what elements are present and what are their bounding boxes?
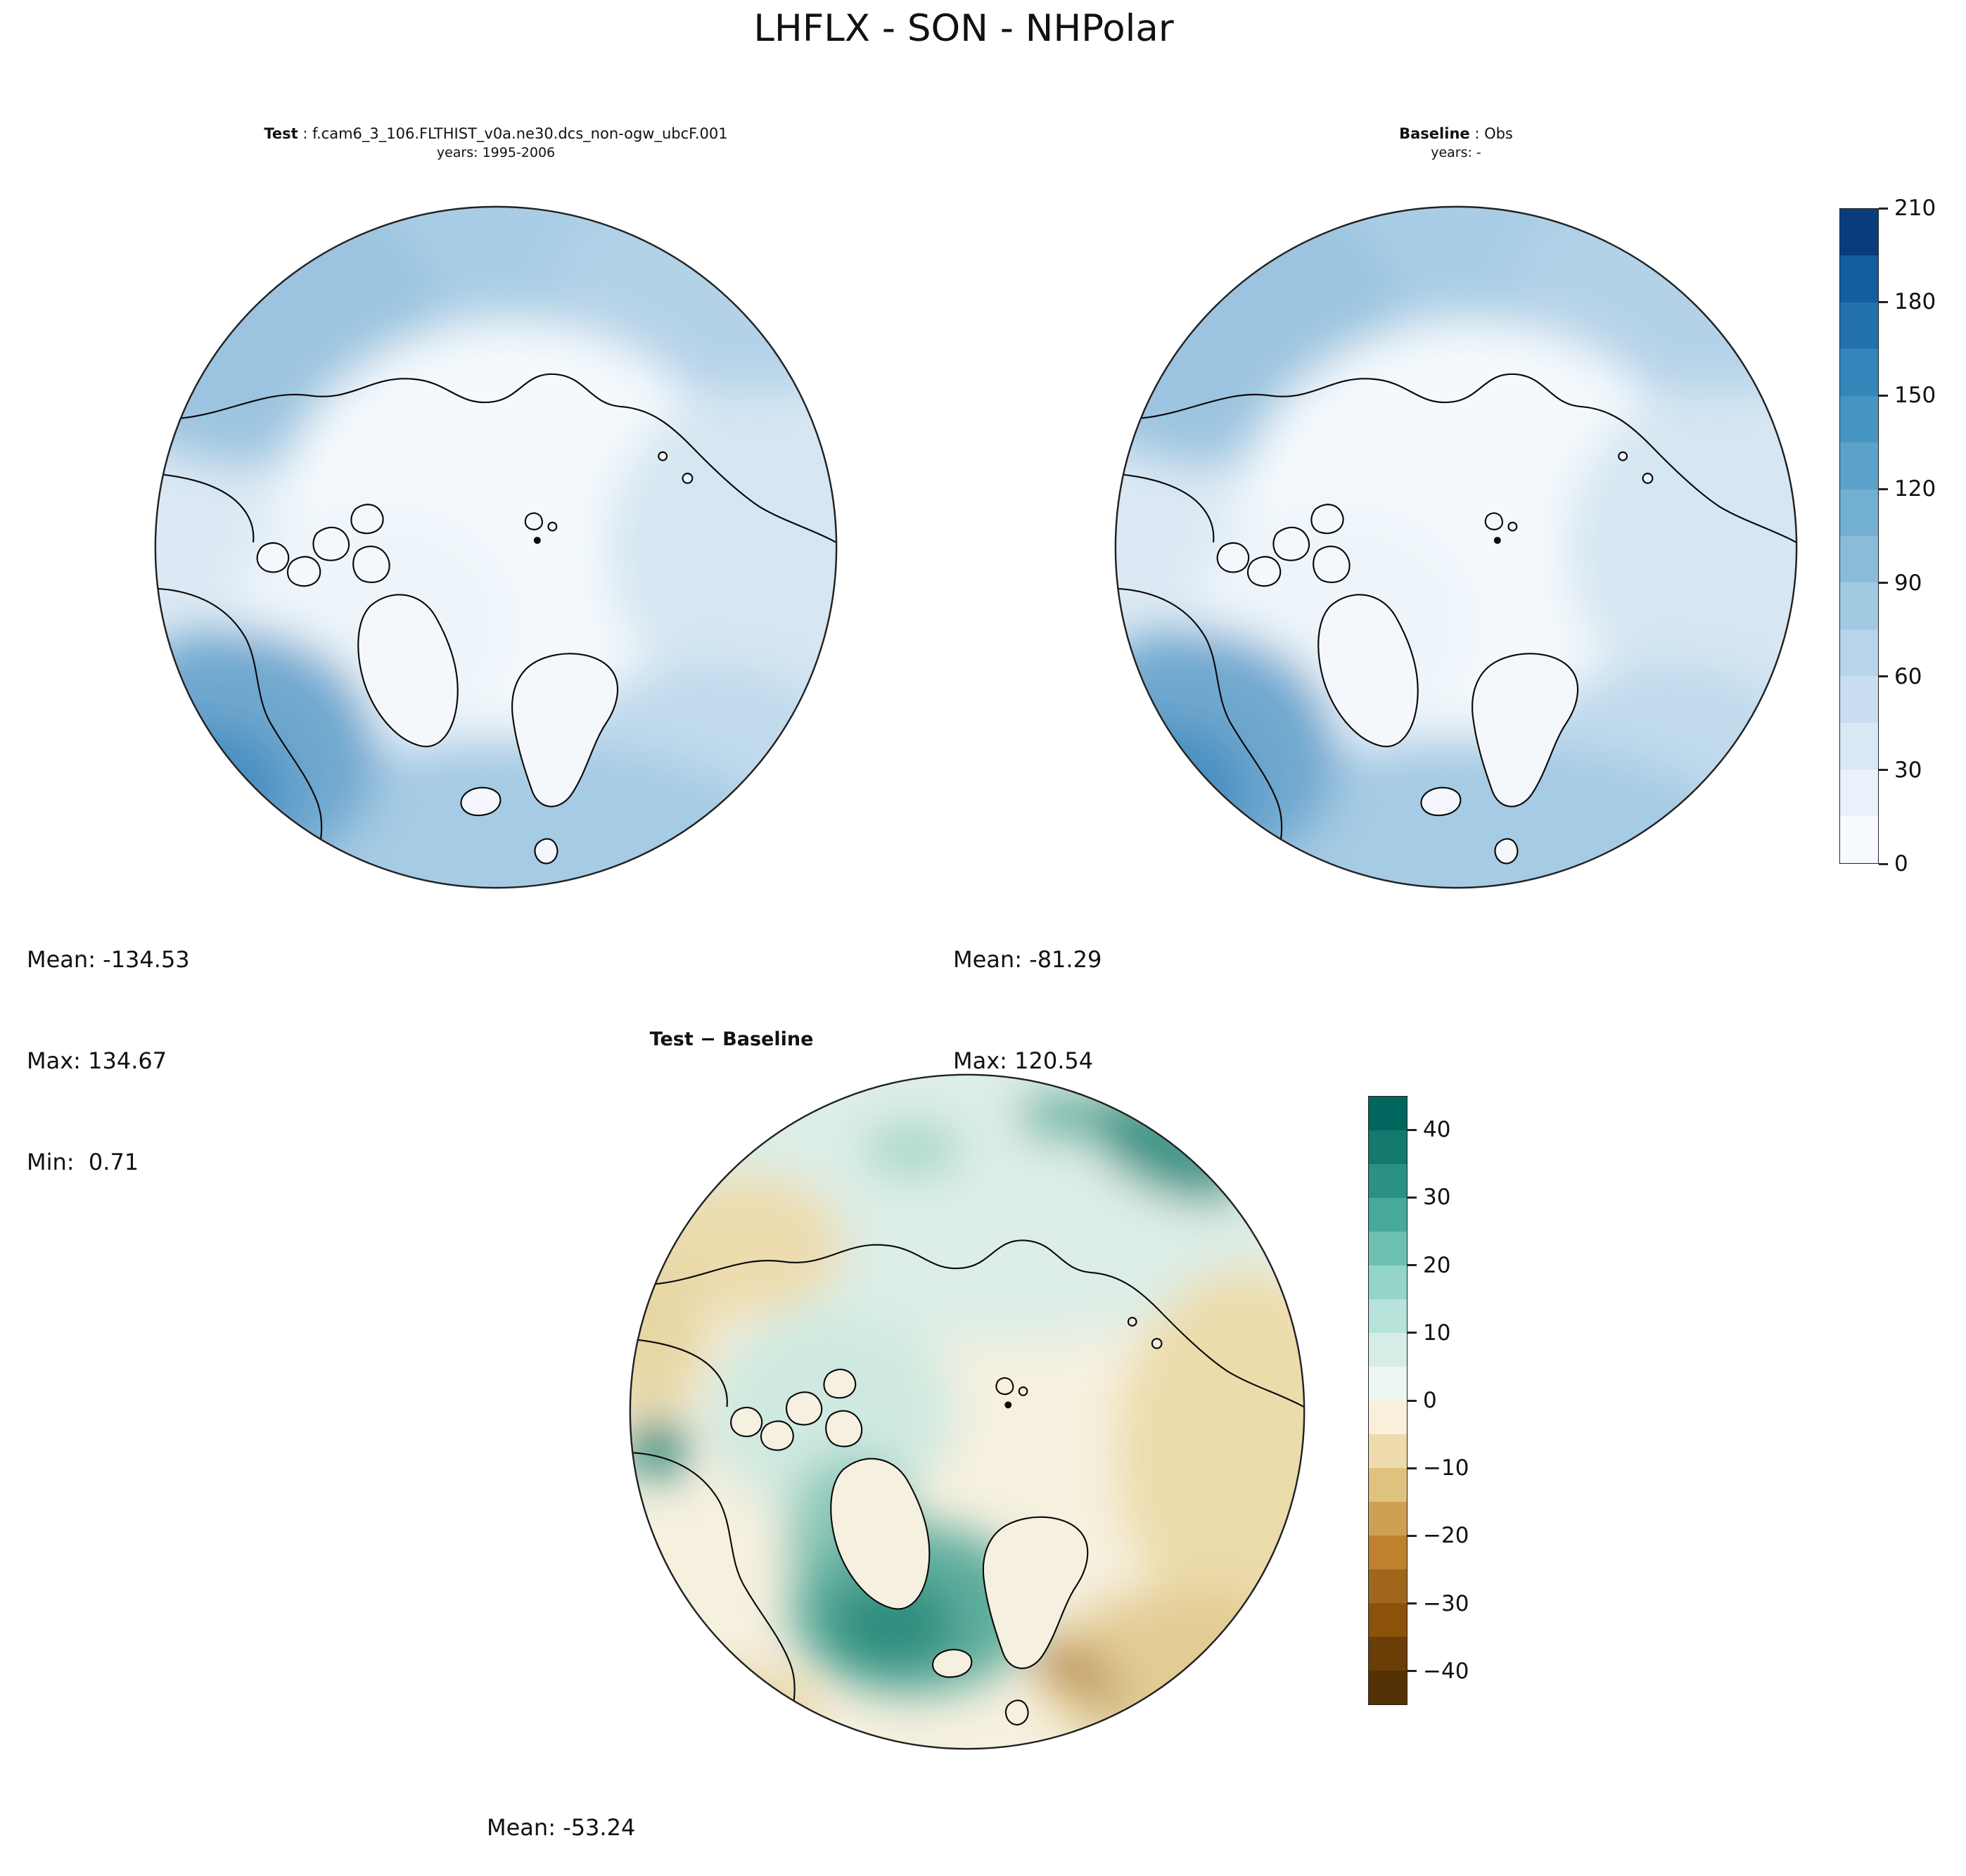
colorbar-tick: 120 xyxy=(1879,476,1936,502)
test-run-name: : f.cam6_3_106.FLTHIST_v0a.ne30.dcs_non-… xyxy=(298,125,728,142)
colorbar-tick: 0 xyxy=(1879,851,1908,876)
baseline-years: years: - xyxy=(1431,145,1481,160)
colorbar-tick: 20 xyxy=(1408,1253,1450,1278)
colorbar-tick: 30 xyxy=(1408,1185,1450,1210)
baseline-label: Baseline xyxy=(1399,125,1470,142)
colorbar-tick: 60 xyxy=(1879,664,1922,689)
baseline-stat-max: Max: 120.54 xyxy=(953,1047,1094,1074)
colorbar-difference-gradient xyxy=(1368,1096,1408,1705)
colorbar-tick: −20 xyxy=(1408,1523,1469,1548)
map-boundary xyxy=(154,205,838,889)
baseline-panel-header: Baseline : Obs years: - xyxy=(1111,125,1801,160)
test-map-panel xyxy=(151,203,841,892)
test-panel-header: Test : f.cam6_3_106.FLTHIST_v0a.ne30.dcs… xyxy=(151,125,841,160)
colorbar-tick: 180 xyxy=(1879,289,1936,314)
colorbar-absolute: 0 30 60 90 120 150 180 210 xyxy=(1839,196,1966,876)
colorbar-absolute-gradient xyxy=(1839,208,1879,864)
colorbar-tick: 30 xyxy=(1879,758,1922,783)
map-boundary xyxy=(1114,205,1798,889)
colorbar-tick: 150 xyxy=(1879,383,1936,408)
baseline-stat-mean: Mean: -81.29 xyxy=(953,946,1102,973)
test-stat-mean: Mean: -134.53 xyxy=(27,946,190,973)
baseline-panel-title: Baseline : Obs xyxy=(1111,125,1801,142)
colorbar-tick: −30 xyxy=(1408,1591,1469,1616)
test-stats: Mean: -134.53 Max: 134.67 Min: 0.71 xyxy=(27,875,190,1246)
colorbar-tick: 0 xyxy=(1408,1388,1437,1413)
diff-panel-title: Test − Baseline xyxy=(649,1028,814,1050)
diff-map xyxy=(629,1073,1306,1750)
baseline-source: : Obs xyxy=(1469,125,1513,142)
diff-stat-mean: Mean: -53.24 xyxy=(487,1814,636,1841)
test-stat-max: Max: 134.67 xyxy=(27,1047,167,1074)
figure-title: LHFLX - SON - NHPolar xyxy=(753,7,1174,50)
colorbar-tick: 210 xyxy=(1879,196,1936,221)
baseline-map-panel xyxy=(1111,203,1801,892)
test-years: years: 1995-2006 xyxy=(436,145,556,160)
diff-map-panel xyxy=(626,1071,1308,1753)
colorbar-difference: −40 −30 −20 −10 0 10 20 30 40 xyxy=(1368,1096,1495,1705)
baseline-map xyxy=(1114,205,1798,889)
colorbar-tick: 90 xyxy=(1879,570,1922,596)
colorbar-tick: 10 xyxy=(1408,1320,1450,1346)
test-map xyxy=(154,205,838,889)
test-stat-min: Min: 0.71 xyxy=(27,1149,139,1175)
colorbar-absolute-ticks: 0 30 60 90 120 150 180 210 xyxy=(1879,196,1963,876)
colorbar-difference-ticks: −40 −30 −20 −10 0 10 20 30 40 xyxy=(1408,1096,1492,1705)
diff-stats: Mean: -53.24 Max: 25.96 Min: -89.84 xyxy=(487,1743,635,1876)
colorbar-tick: 40 xyxy=(1408,1117,1450,1142)
map-boundary xyxy=(629,1073,1306,1750)
colorbar-tick: −10 xyxy=(1408,1455,1469,1481)
test-label: Test xyxy=(264,125,298,142)
test-panel-title: Test : f.cam6_3_106.FLTHIST_v0a.ne30.dcs… xyxy=(151,125,841,142)
colorbar-tick: −40 xyxy=(1408,1659,1469,1684)
